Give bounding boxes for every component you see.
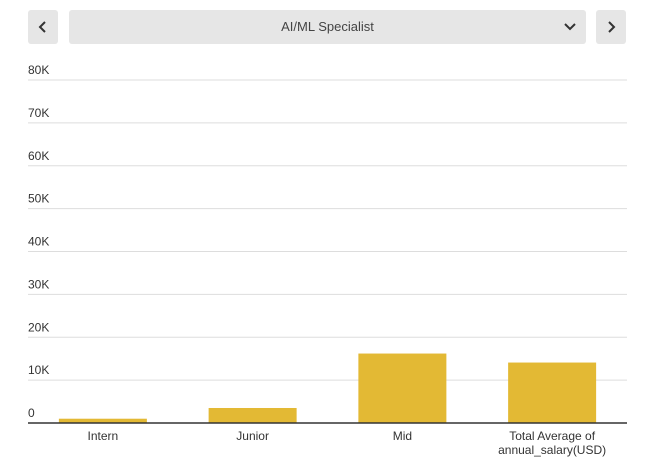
chevron-down-icon [564, 23, 576, 31]
job-title-dropdown[interactable]: AI/ML Specialist [69, 10, 586, 44]
y-tick-label: 60K [28, 149, 49, 163]
y-tick-label: 70K [28, 106, 49, 120]
x-tick-label: Junior [236, 429, 269, 443]
y-tick-label: 80K [28, 63, 49, 77]
y-tick-label: 20K [28, 320, 49, 334]
x-tick-label: Mid [393, 429, 412, 443]
y-tick-label: 30K [28, 277, 49, 291]
bar[interactable] [358, 353, 447, 423]
x-tick-label: Intern [88, 429, 119, 443]
next-button[interactable] [596, 10, 626, 44]
bar[interactable] [208, 407, 297, 423]
x-tick-label: Total Average of annual_salary(USD) [498, 429, 606, 457]
bar[interactable] [508, 362, 597, 423]
y-tick-label: 40K [28, 235, 49, 249]
bar[interactable] [58, 418, 147, 423]
y-tick-label: 10K [28, 363, 49, 377]
chevron-right-icon [608, 21, 616, 33]
previous-button[interactable] [28, 10, 58, 44]
y-tick-label: 50K [28, 192, 49, 206]
dropdown-selected-value: AI/ML Specialist [281, 19, 374, 34]
y-tick-label: 0 [28, 406, 35, 420]
chevron-left-icon [38, 21, 46, 33]
